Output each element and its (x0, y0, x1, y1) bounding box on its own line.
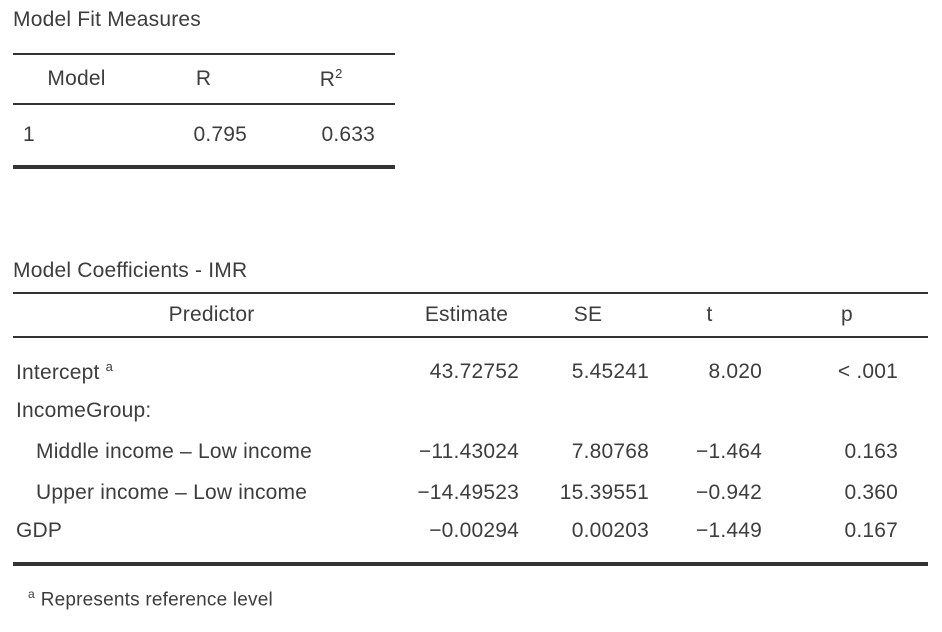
footnote-marker-a: a (105, 358, 113, 374)
footnote-marker: a (28, 587, 35, 601)
model-fit-title: Model Fit Measures (13, 8, 201, 31)
column-header-r: R (195, 67, 212, 90)
column-header-se: SE (573, 303, 603, 326)
cell-model-number: 1 (23, 123, 35, 146)
cell-predictor-middle-income: Middle income – Low income (36, 440, 312, 463)
cell-p: 0.360 (844, 481, 898, 504)
column-header-r-squared: R2 (319, 66, 343, 91)
cell-p: 0.163 (844, 440, 898, 463)
model-fit-data-row: 1 0.795 0.633 (13, 104, 395, 167)
coefficient-row-middle-income: Middle income – Low income −11.43024 7.8… (13, 431, 928, 473)
model-fit-section[interactable]: Model Fit Measures Model R R2 1 0.795 0.… (13, 8, 928, 169)
cell-p: < .001 (837, 359, 898, 383)
footnote-text: Represents reference level (40, 589, 273, 611)
cell-predictor-upper-income: Upper income – Low income (36, 481, 308, 504)
cell-r-value: 0.795 (193, 123, 247, 146)
column-header-t: t (706, 303, 713, 326)
cell-t (653, 391, 766, 431)
r-squared-exponent: 2 (335, 66, 343, 81)
model-fit-header-row: Model R R2 (13, 54, 395, 104)
cell-p (766, 391, 928, 431)
cell-se: 0.00203 (571, 519, 649, 542)
model-coefficients-title: Model Coefficients - IMR (13, 259, 248, 282)
cell-estimate: −0.00294 (429, 519, 519, 542)
column-header-model: Model (47, 67, 106, 90)
column-header-estimate: Estimate (424, 303, 509, 326)
cell-p: 0.167 (844, 519, 898, 542)
cell-predictor-incomegroup: IncomeGroup: (16, 399, 152, 422)
coefficient-row-gdp: GDP −0.00294 0.00203 −1.449 0.167 (13, 513, 928, 564)
cell-t: 8.020 (708, 359, 762, 383)
coefficients-header-row: Predictor Estimate SE t p (13, 293, 928, 337)
cell-estimate: −11.43024 (418, 440, 519, 463)
coefficient-row-incomegroup: IncomeGroup: (13, 391, 928, 431)
cell-se: 7.80768 (571, 440, 649, 463)
cell-estimate: 43.72752 (429, 359, 519, 383)
cell-t: −1.464 (695, 440, 762, 463)
coefficient-row-upper-income: Upper income – Low income −14.49523 15.3… (13, 473, 928, 513)
cell-t: −1.449 (695, 519, 762, 542)
cell-t: −0.942 (695, 481, 762, 504)
cell-predictor-intercept: Intercept a (16, 358, 113, 384)
model-coefficients-section[interactable]: Model Coefficients - IMR Predictor Estim… (13, 259, 928, 612)
cell-r-squared-value: 0.633 (321, 123, 375, 146)
cell-se (523, 391, 653, 431)
cell-estimate (410, 391, 523, 431)
column-header-p: p (841, 303, 853, 326)
coefficient-row-intercept: Intercept a 43.72752 5.45241 8.020 < .00… (13, 337, 928, 391)
model-fit-table[interactable]: Model R R2 1 0.795 0.633 (13, 53, 395, 169)
cell-se: 5.45241 (571, 359, 649, 383)
results-panel: Model Fit Measures Model R R2 1 0.795 0.… (13, 8, 928, 612)
cell-predictor-gdp: GDP (16, 519, 63, 542)
model-coefficients-table[interactable]: Predictor Estimate SE t p Intercept a 43… (13, 292, 928, 566)
cell-estimate: −14.49523 (417, 481, 519, 504)
table-footnote: a Represents reference level (13, 582, 928, 612)
column-header-predictor: Predictor (168, 303, 255, 326)
cell-se: 15.39551 (559, 481, 649, 504)
